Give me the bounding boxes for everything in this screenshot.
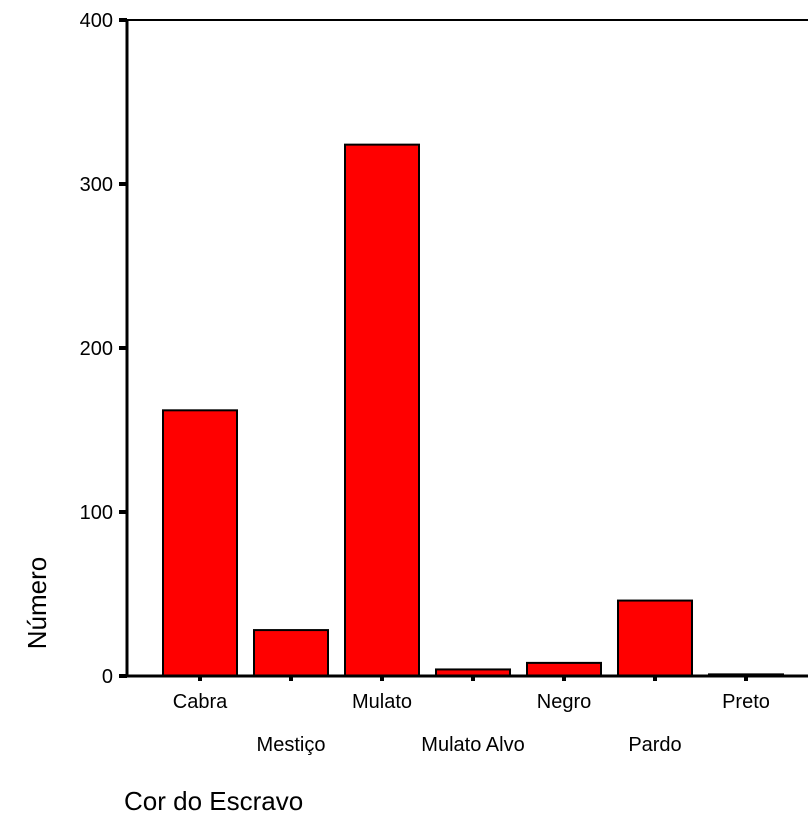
x-tick-label: Mestiço: [257, 734, 326, 756]
bar-cabra: [162, 409, 238, 677]
y-tick-label: 400: [80, 10, 113, 32]
x-tick-label: Preto: [722, 691, 770, 713]
bars-group: [162, 143, 784, 678]
bar-mulato: [344, 143, 420, 677]
x-axis-title: Cor do Escravo: [124, 786, 303, 816]
y-axis-title: Número: [22, 557, 52, 649]
y-tick-label: 200: [80, 338, 113, 360]
x-tick-label: Negro: [537, 691, 591, 713]
y-axis-ticks: 0 100 200 300 400: [80, 10, 127, 688]
x-tick-label: Cabra: [173, 691, 228, 713]
x-tick-label: Mulato: [352, 691, 412, 713]
x-axis-ticks: Cabra Mestiço Mulato Mulato Alvo Negro Pardo P…: [173, 676, 770, 756]
bar-negro: [526, 661, 602, 678]
y-tick-label: 100: [80, 502, 113, 524]
bar-pardo: [617, 599, 693, 677]
y-tick-label: 300: [80, 174, 113, 196]
bar-mestiço: [253, 629, 329, 678]
x-tick-label: Mulato Alvo: [421, 734, 524, 756]
x-tick-label: Pardo: [628, 734, 681, 756]
y-tick-label: 0: [102, 666, 113, 688]
